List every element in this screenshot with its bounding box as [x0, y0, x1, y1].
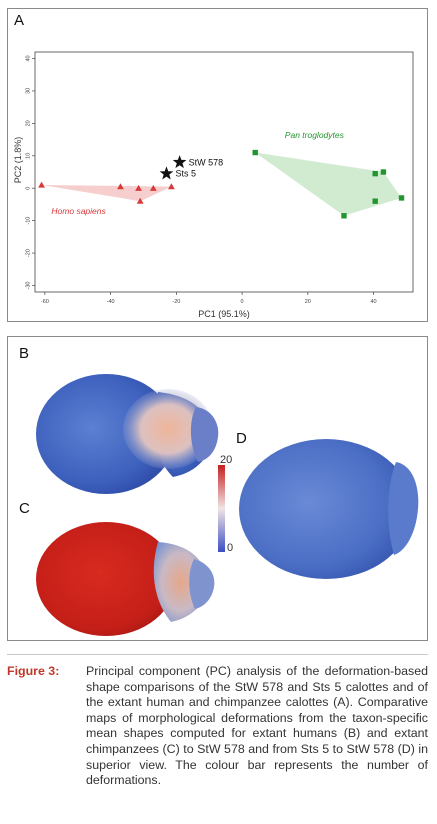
- panel-bcd: B C D: [7, 336, 428, 641]
- map-c-calotte: [36, 522, 215, 636]
- panel-a: A -60 -40 -20 0 20 40 -30 -20 -10 0 10 20 30 40 PC1 (9…: [7, 8, 428, 322]
- pan-troglodytes-point: [372, 170, 378, 177]
- homo-sapiens-point: [136, 197, 144, 204]
- y-tick-label: 10: [25, 153, 31, 159]
- x-tick-label: -20: [172, 299, 180, 305]
- colorbar: [218, 465, 225, 552]
- y-tick-label: 40: [25, 55, 31, 61]
- map-d-calotte: [239, 439, 419, 579]
- fossil-star-point: [159, 166, 174, 180]
- x-tick-label: 20: [305, 299, 311, 305]
- fossil-label: StW 578: [189, 157, 224, 167]
- series-label-pan-troglodytes: Pan troglodytes: [285, 130, 345, 140]
- caption-divider: [7, 654, 428, 655]
- plot-frame: [34, 51, 414, 293]
- y-tick-label: 0: [25, 187, 31, 190]
- caption-text: Principal component (PC) analysis of the…: [86, 664, 428, 788]
- homo-sapiens-point: [117, 183, 124, 190]
- series-label-homo-sapiens: Homo sapiens: [51, 206, 106, 216]
- caption-label: Figure 3:: [7, 664, 60, 678]
- fossil-label: Sts 5: [175, 169, 196, 179]
- fossil-star-point: [172, 155, 187, 169]
- y-tick-label: -20: [25, 249, 31, 257]
- deformation-maps: [36, 374, 419, 636]
- panel-a-label: A: [14, 12, 25, 29]
- x-axis-label: PC1 (95.1%): [198, 309, 250, 319]
- homo-sapiens-point: [135, 184, 142, 191]
- x-tick-label: -40: [107, 299, 115, 305]
- group-hull: [255, 152, 402, 216]
- colorbar-min-label: 0: [227, 542, 234, 554]
- pan-troglodytes-point: [341, 213, 347, 219]
- y-tick-label: -30: [25, 282, 31, 290]
- homo-sapiens-point: [168, 183, 175, 190]
- homo-sapiens-point: [38, 181, 45, 188]
- x-tick-label: 40: [370, 299, 376, 305]
- panel-b-label: B: [19, 345, 30, 362]
- map-b-calotte: [36, 374, 219, 494]
- pan-troglodytes-point: [372, 198, 378, 204]
- panel-c-label: C: [19, 500, 30, 517]
- y-tick-label: -10: [25, 217, 31, 225]
- pan-troglodytes-point: [380, 169, 387, 175]
- panel-d-label: D: [236, 430, 247, 447]
- y-tick-label: 30: [25, 88, 31, 94]
- pan-troglodytes-point: [398, 195, 405, 201]
- y-tick-label: 20: [25, 120, 31, 126]
- y-axis-label: PC2 (1.8%): [13, 137, 23, 184]
- homo-sapiens-point: [149, 184, 157, 191]
- x-tick-label: -60: [41, 299, 49, 305]
- x-tick-label: 0: [241, 299, 244, 305]
- colorbar-max-label: 20: [220, 454, 233, 466]
- pca-scatter-plot: -60 -40 -20 0 20 40 -30 -20 -10 0 10 20 30 40 PC1 (95.…: [13, 51, 414, 319]
- pan-troglodytes-point: [252, 149, 258, 156]
